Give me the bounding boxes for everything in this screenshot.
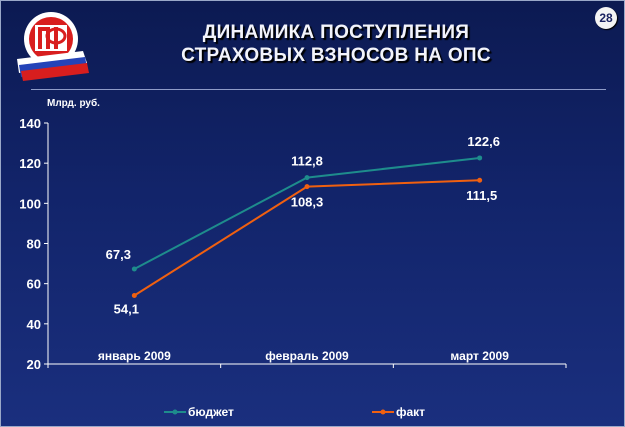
data-label: 67,3: [106, 247, 131, 262]
title-line-1: ДИНАМИКА ПОСТУПЛЕНИЯ: [202, 22, 470, 43]
legend-swatch-marker: [172, 409, 178, 415]
legend-label: бюджет: [188, 405, 234, 419]
x-category-label: февраль 2009: [265, 349, 349, 363]
series-line-budget: [133, 156, 480, 270]
y-tick-label: 120: [19, 156, 41, 171]
y-tick-label: 60: [27, 277, 41, 292]
y-axis-unit-label: Млрд. руб.: [47, 97, 100, 109]
data-label: 112,8: [291, 154, 323, 169]
data-label: 54,1: [114, 302, 139, 317]
page-number-badge: 28: [595, 7, 617, 29]
x-category-label: март 2009: [450, 349, 509, 363]
data-point: [477, 155, 483, 161]
data-point: [131, 293, 137, 299]
data-point: [304, 175, 310, 181]
legend-swatch-marker: [380, 409, 386, 415]
data-label: 111,5: [466, 188, 497, 203]
data-point: [304, 184, 310, 190]
data-point: [477, 177, 483, 183]
slide-title: ДИНАМИКА ПОСТУПЛЕНИЯ СТРАХОВЫХ ВЗНОСОВ Н…: [121, 21, 551, 67]
y-tick-label: 140: [19, 116, 41, 131]
y-tick-label: 100: [19, 196, 41, 211]
title-line-2: СТРАХОВЫХ ВЗНОСОВ НА ОПС: [181, 45, 491, 66]
y-tick-label: 80: [27, 237, 41, 252]
pfr-logo: ПФ: [17, 12, 89, 81]
legend-label: факт: [396, 405, 425, 419]
y-tick-label: 40: [27, 317, 41, 332]
x-category-label: январь 2009: [98, 349, 171, 363]
data-label: 108,3: [291, 195, 324, 210]
data-label: 122,6: [467, 134, 500, 149]
y-tick-label: 20: [27, 357, 41, 372]
title-divider: [31, 89, 606, 90]
data-point: [131, 266, 137, 272]
